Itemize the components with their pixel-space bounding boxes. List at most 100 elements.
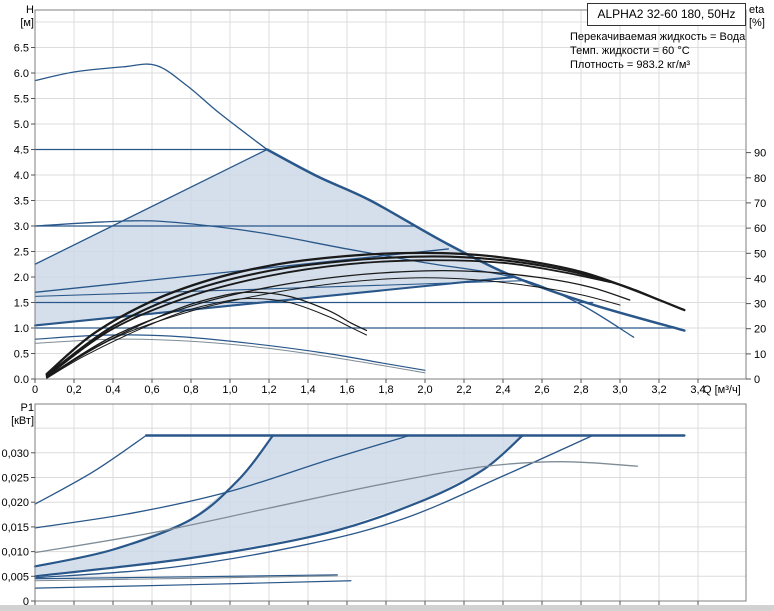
eta-axis-label: eta [%] xyxy=(749,4,765,30)
pp-1-curve xyxy=(33,275,516,327)
y-tick-label: 5.5 xyxy=(14,94,29,106)
q-axis-label: Q [м³/ч] xyxy=(703,384,741,396)
eta2-a-curve xyxy=(46,269,631,378)
window-bottom-strip xyxy=(0,605,774,611)
y-tick-label: 0,025 xyxy=(1,473,29,485)
x-tick-label: 1,4 xyxy=(300,384,315,396)
x-tick-label: 0,8 xyxy=(183,384,198,396)
eta-tick-label: 40 xyxy=(754,273,766,285)
p1-chart: 0 0,005 0,010 0,015 0,020 0,025 0,030 xyxy=(1,403,747,608)
eta3-c-curve xyxy=(45,259,612,378)
x-tick-label: 0,2 xyxy=(66,384,81,396)
x-tick-label: 2,8 xyxy=(573,384,588,396)
speed1-alt-curve xyxy=(34,338,426,374)
hq-chart: 0 0,2 0,4 0,6 0,8 1,0 1,2 1,4 1,6 1,8 2,0 2,2 2,4 2,6… xyxy=(14,9,766,396)
p1-axis-unit: [кВт] xyxy=(11,415,34,427)
info-liquid: Перекачиваемая жидкость = Вода xyxy=(570,31,746,43)
y-tick-label: 6.0 xyxy=(14,68,29,80)
y-tick-label: 3.0 xyxy=(14,221,29,233)
info-density: Плотность = 983.2 кг/м³ xyxy=(570,59,691,71)
y-tick-label: 1.0 xyxy=(14,323,29,335)
pump-title: ALPHA2 32-60 180, 50Hz xyxy=(597,7,736,21)
y-tick-label: 4.0 xyxy=(14,170,29,182)
p-speed1-curve xyxy=(34,574,338,580)
control-range-region xyxy=(35,149,515,326)
liquid-info-block: Перекачиваемая жидкость = Вода Темп. жид… xyxy=(570,31,745,73)
speed2-curve xyxy=(34,220,635,338)
x-tick-label: 2,0 xyxy=(417,384,432,396)
eta3-b-curve xyxy=(45,255,661,377)
pp-3-curve xyxy=(34,148,268,265)
p-pp-low-curve xyxy=(34,434,594,579)
y-tick-label: 0 xyxy=(23,596,29,608)
y-axis-ticks: 0 0,005 0,010 0,015 0,020 0,025 0,030 xyxy=(1,448,35,608)
x-tick-label: 3,4 xyxy=(690,384,705,396)
y-tick-label: 0.0 xyxy=(14,374,29,386)
info-temperature: Темп. жидкости = 60 °C xyxy=(570,45,690,57)
eta-axis-ticks: 0 10 20 30 40 50 60 70 80 90 xyxy=(746,148,766,386)
eta-tick-label: 20 xyxy=(754,324,766,336)
y-tick-label: 2.0 xyxy=(14,272,29,284)
eta3-a-curve xyxy=(45,251,686,376)
y-tick-label: 2.5 xyxy=(14,247,29,259)
p-cp-max-curve xyxy=(34,434,147,505)
p-speed1-alt-curve xyxy=(34,575,338,582)
speed3-max-curve xyxy=(265,148,686,332)
y-tick-label: 0,030 xyxy=(1,448,29,460)
x-tick-label: 1,8 xyxy=(378,384,393,396)
p-cp-mid-curve xyxy=(34,434,411,529)
y-axis-ticks: 0.0 0.5 1.0 1.5 2.0 2.5 3.0 3.5 4.0 4.5 5.0 5.5 6.0 6… xyxy=(14,43,35,386)
y-tick-label: 1.5 xyxy=(14,298,29,310)
y-tick-label: 0,010 xyxy=(1,547,29,559)
p-range-left-curve xyxy=(33,434,274,568)
h-axis-unit: [м] xyxy=(20,17,34,29)
y-tick-label: 5.0 xyxy=(14,119,29,131)
eta2-b-curve xyxy=(46,277,621,378)
plot-border xyxy=(34,9,747,380)
eta-tick-label: 50 xyxy=(754,248,766,260)
h-axis-symbol: H xyxy=(26,4,34,16)
pp-auto-curve xyxy=(34,280,527,297)
eta1-a-curve xyxy=(46,291,368,379)
x-tick-label: 2,4 xyxy=(495,384,510,396)
p-range-right-curve xyxy=(33,434,524,578)
x-tick-label: 0,6 xyxy=(144,384,159,396)
p1-axis-label: P1 [кВт] xyxy=(0,402,34,428)
eta-tick-label: 10 xyxy=(754,349,766,361)
x-tick-label: 1,2 xyxy=(261,384,276,396)
x-tick-label: 0 xyxy=(32,384,38,396)
x-tick-label: 0,4 xyxy=(105,384,120,396)
x-axis-ticks xyxy=(34,601,699,605)
speed3-top-curve xyxy=(34,63,268,151)
eta-tick-label: 80 xyxy=(754,173,766,185)
p-speed2-curve xyxy=(34,461,639,554)
eta1-b-curve xyxy=(46,298,367,379)
eta-axis-symbol: eta xyxy=(749,4,765,16)
x-tick-label: 2,2 xyxy=(456,384,471,396)
eta-tick-label: 30 xyxy=(754,299,766,311)
p1-axis-symbol: P1 xyxy=(20,402,34,414)
y-tick-label: 0.5 xyxy=(14,349,29,361)
y-tick-label: 0,005 xyxy=(1,571,29,583)
h-axis-label: H [м] xyxy=(6,4,34,30)
p-min-curve xyxy=(34,580,352,589)
x-tick-label: 3,0 xyxy=(612,384,627,396)
eta-axis-unit: [%] xyxy=(749,17,765,29)
x-tick-label: 1,6 xyxy=(339,384,354,396)
x-axis-ticks: 0 0,2 0,4 0,6 0,8 1,0 1,2 1,4 1,6 1,8 2,0 2,2 2,4 2,6… xyxy=(32,379,706,396)
x-tick-label: 3,2 xyxy=(651,384,666,396)
pump-title-box: ALPHA2 32-60 180, 50Hz xyxy=(587,3,746,26)
eta-tick-label: 60 xyxy=(754,223,766,235)
y-tick-label: 0,020 xyxy=(1,497,29,509)
x-tick-label: 2,6 xyxy=(534,384,549,396)
y-tick-label: 4.5 xyxy=(14,145,29,157)
eta-tick-label: 90 xyxy=(754,148,766,160)
eta-tick-label: 0 xyxy=(754,374,760,386)
y-tick-label: 0,015 xyxy=(1,522,29,534)
x-tick-label: 1,0 xyxy=(222,384,237,396)
grid-lines xyxy=(35,10,746,379)
eta-tick-label: 70 xyxy=(754,198,766,210)
y-tick-label: 3.5 xyxy=(14,196,29,208)
